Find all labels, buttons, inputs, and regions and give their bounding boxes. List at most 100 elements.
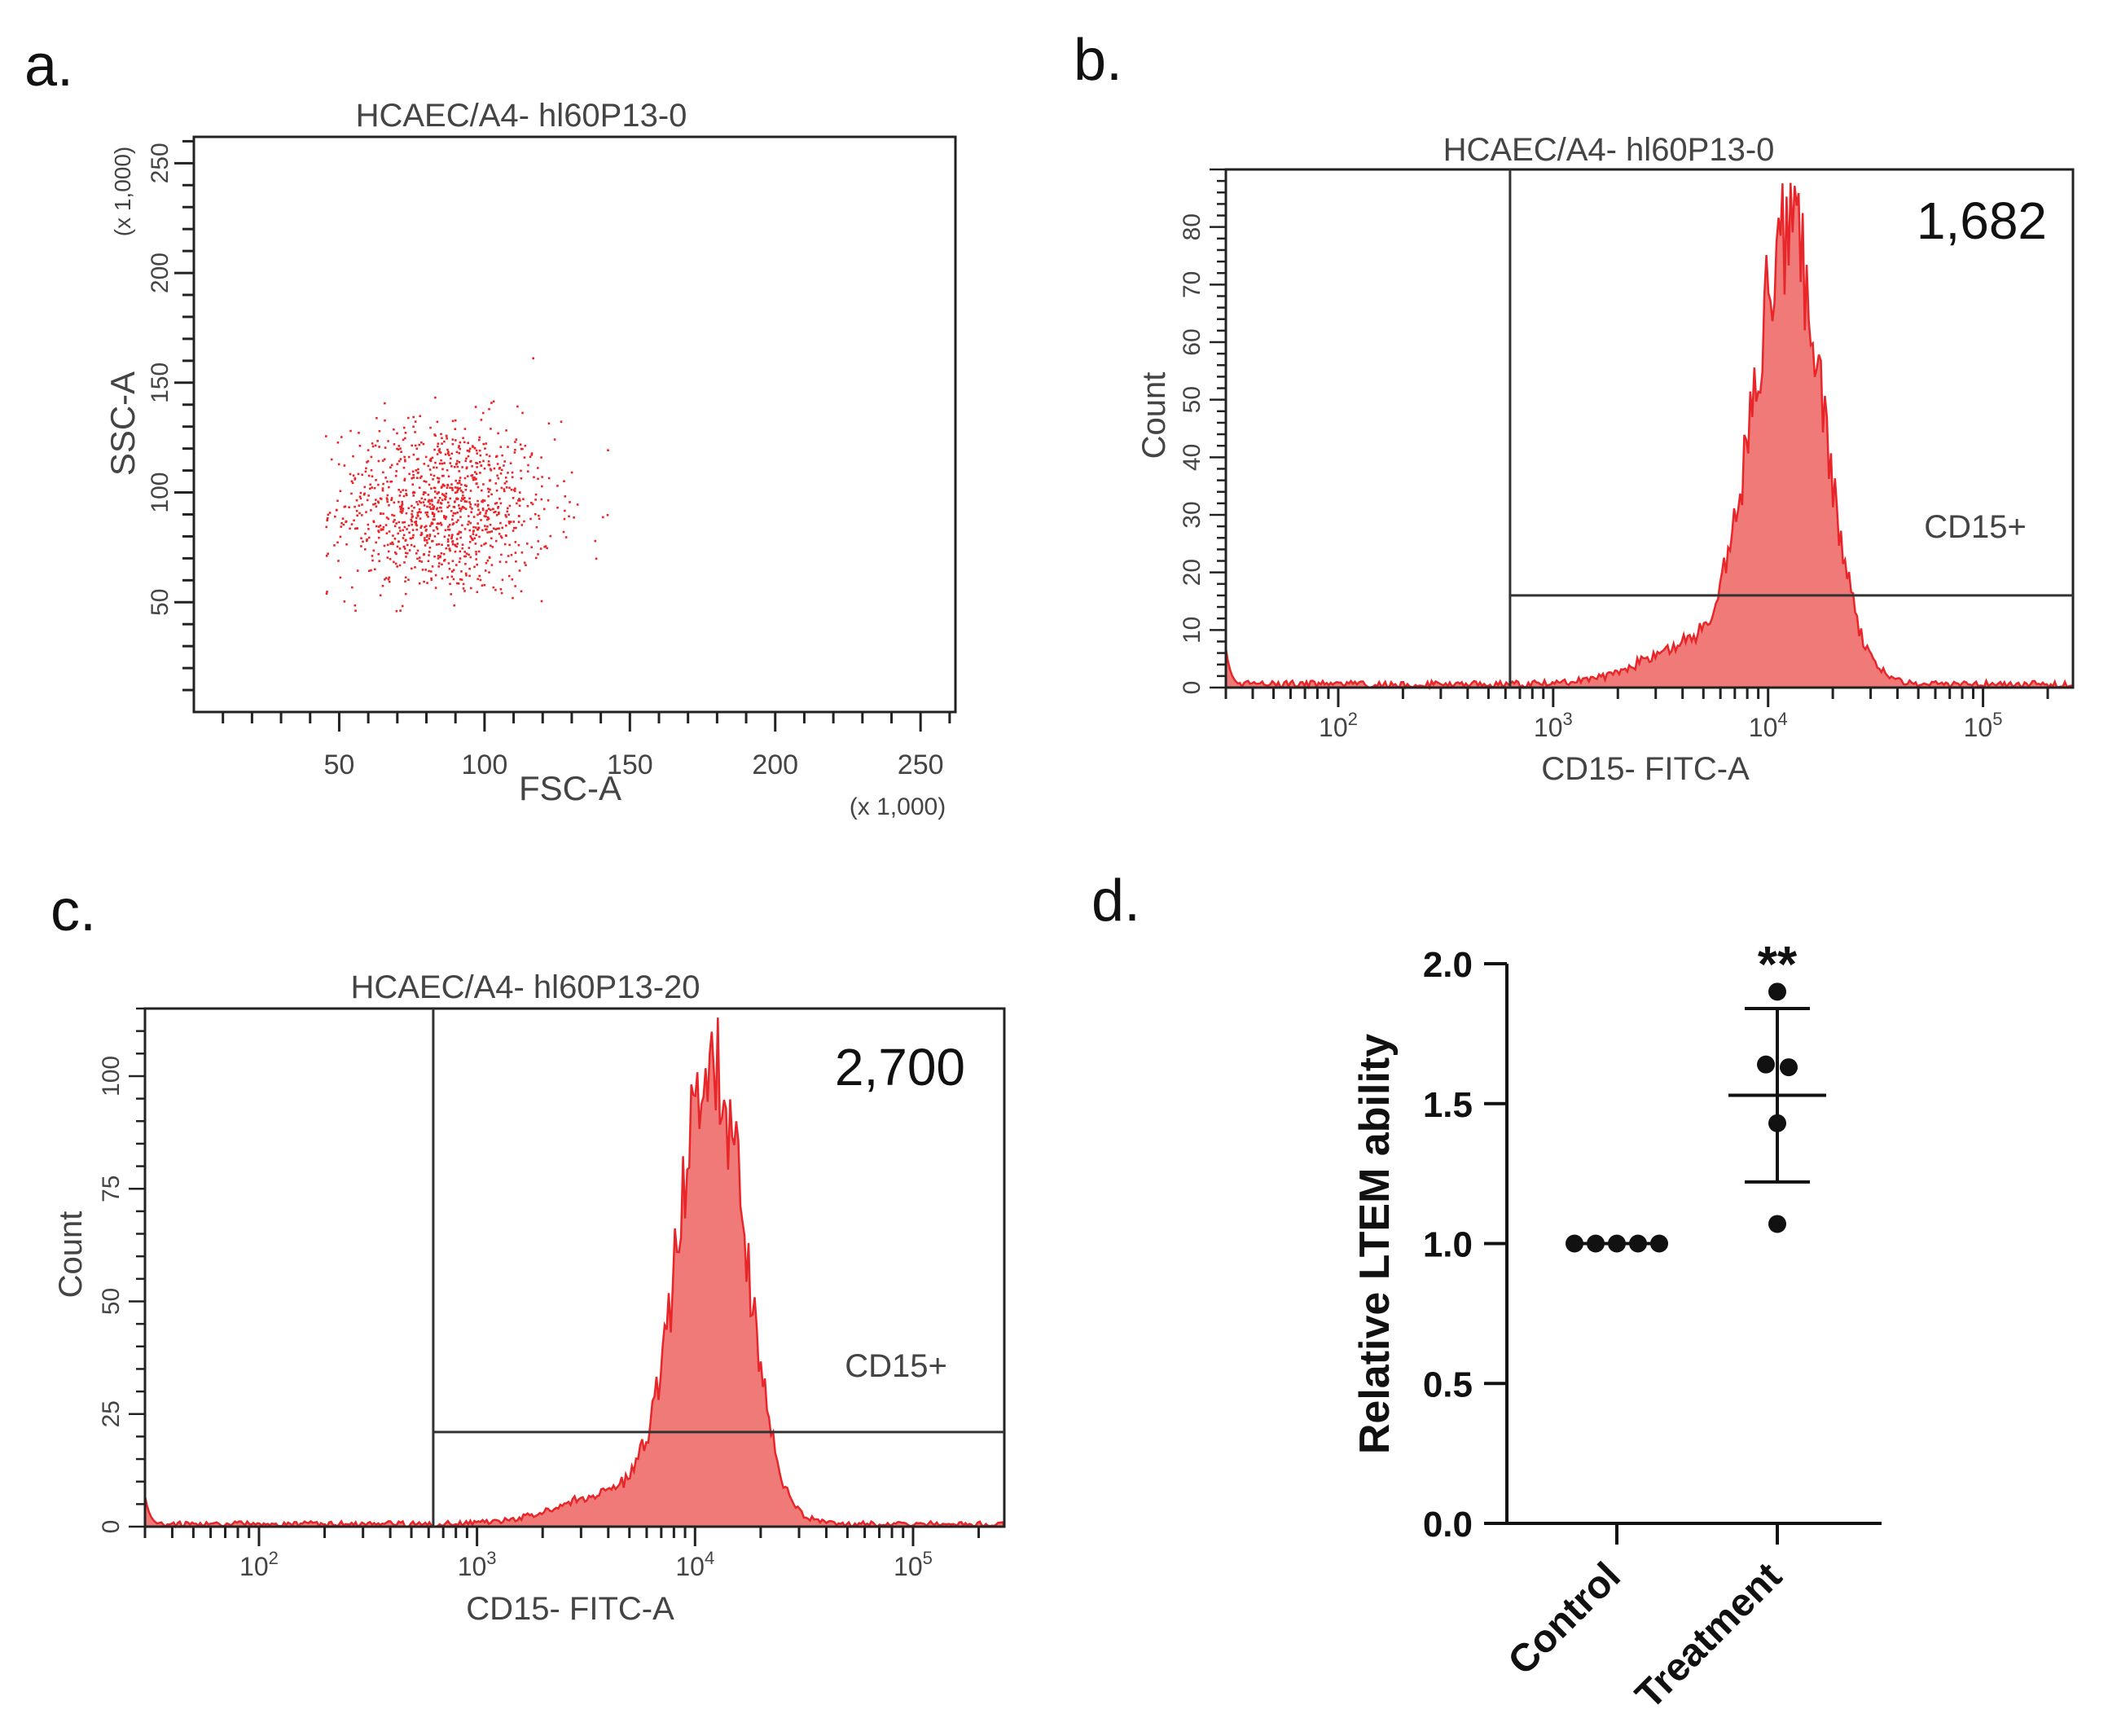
scatter-point — [468, 521, 470, 523]
scatter-point — [384, 402, 386, 405]
scatter-point — [458, 481, 461, 485]
scatter-point — [456, 459, 459, 463]
x-tick-exponent: 3 — [1563, 709, 1573, 729]
scatter-point — [442, 474, 445, 477]
scatter-point — [365, 467, 367, 470]
scatter-point — [451, 442, 455, 446]
scatter-point — [492, 527, 495, 530]
scatter-point — [355, 499, 358, 502]
scatter-point — [474, 406, 477, 408]
scatter-point — [428, 503, 432, 505]
scatter-point — [444, 529, 447, 532]
scatter-point — [470, 511, 472, 513]
scatter-point — [396, 432, 398, 435]
panel-letter-a: a. — [24, 33, 73, 99]
scatter-point — [497, 477, 500, 480]
x-axis-label-c: CD15- FITC-A — [466, 1591, 674, 1627]
dot-treatment — [1768, 1215, 1786, 1233]
scatter-point — [488, 479, 491, 482]
scatter-point — [375, 479, 377, 481]
scatter-point — [418, 443, 420, 446]
scatter-point — [343, 600, 346, 603]
scatter-point — [453, 506, 456, 508]
scatter-point — [481, 489, 483, 492]
scatter-point — [378, 525, 380, 528]
scatter-point — [464, 488, 468, 491]
x-tick-label: 100 — [462, 749, 508, 780]
scatter-point — [445, 547, 448, 550]
scatter-point — [530, 546, 533, 548]
scatter-point — [463, 441, 466, 444]
scatter-point — [402, 494, 406, 498]
scatter-point — [393, 501, 396, 504]
scatter-point — [462, 587, 465, 590]
scatter-point — [431, 540, 433, 543]
scatter-point — [484, 447, 486, 450]
scatter-point — [415, 516, 418, 520]
scatter-point — [487, 460, 490, 463]
scatter-point — [448, 454, 450, 456]
scatter-point — [521, 447, 524, 450]
chart-title-b: HCAEC/A4- hl60P13-0 — [1443, 132, 1775, 168]
scatter-point — [465, 485, 468, 487]
scatter-point — [483, 543, 485, 546]
scatter-point — [525, 564, 527, 566]
scatter-point — [431, 522, 434, 525]
scatter-point — [435, 543, 438, 546]
scatter-point — [480, 464, 483, 467]
scatter-point — [474, 526, 477, 529]
x-tick-exponent: 2 — [1348, 709, 1358, 729]
scatter-point — [461, 547, 463, 550]
scatter-point — [475, 477, 477, 481]
scatter-point — [371, 555, 374, 557]
scatter-point — [393, 514, 396, 517]
scatter-point — [438, 506, 441, 509]
scatter-point — [505, 429, 507, 432]
scatter-point — [431, 503, 434, 507]
scatter-points-a — [325, 357, 609, 613]
event-count-b: 1,682 — [1917, 191, 2047, 250]
scatter-point — [556, 506, 559, 509]
scatter-point — [406, 528, 408, 530]
scatter-point — [345, 520, 348, 523]
scatter-point — [446, 448, 449, 451]
scatter-point — [393, 525, 397, 528]
scatter-point — [507, 555, 510, 557]
scatter-point — [412, 415, 415, 419]
scatter-point — [399, 530, 402, 532]
scatter-point — [437, 491, 440, 494]
x-tick-label: 200 — [752, 749, 798, 780]
scatter-point — [602, 516, 604, 519]
scatter-point — [339, 535, 342, 538]
scatter-point — [366, 539, 368, 543]
scatter-point — [516, 502, 518, 505]
scatter-point — [508, 522, 511, 525]
scatter-point — [476, 528, 479, 531]
scatter-point — [359, 491, 362, 494]
scatter-point — [490, 530, 493, 533]
scatter-point — [354, 604, 357, 607]
scatter-point — [451, 540, 454, 543]
scatter-point — [465, 500, 468, 503]
scatter-point — [531, 503, 534, 506]
scatter-point — [419, 517, 422, 520]
scatter-point — [523, 520, 525, 523]
scatter-point — [401, 503, 404, 506]
scatter-point — [479, 472, 481, 474]
scatter-point — [388, 576, 391, 579]
scatter-point — [440, 524, 443, 526]
scatter-point — [437, 557, 440, 560]
scatter-point — [464, 508, 468, 510]
scatter-point — [512, 526, 516, 530]
scatter-point — [428, 538, 430, 540]
scatter-point — [564, 509, 566, 512]
scatter-point — [345, 543, 348, 546]
scatter-point — [379, 594, 382, 597]
scatter-point — [467, 442, 469, 444]
scatter-point — [460, 490, 463, 492]
scatter-point — [370, 468, 373, 472]
scatter-point — [423, 504, 426, 507]
scatter-point — [418, 511, 420, 513]
scatter-point — [424, 525, 428, 527]
scatter-point — [459, 479, 461, 482]
